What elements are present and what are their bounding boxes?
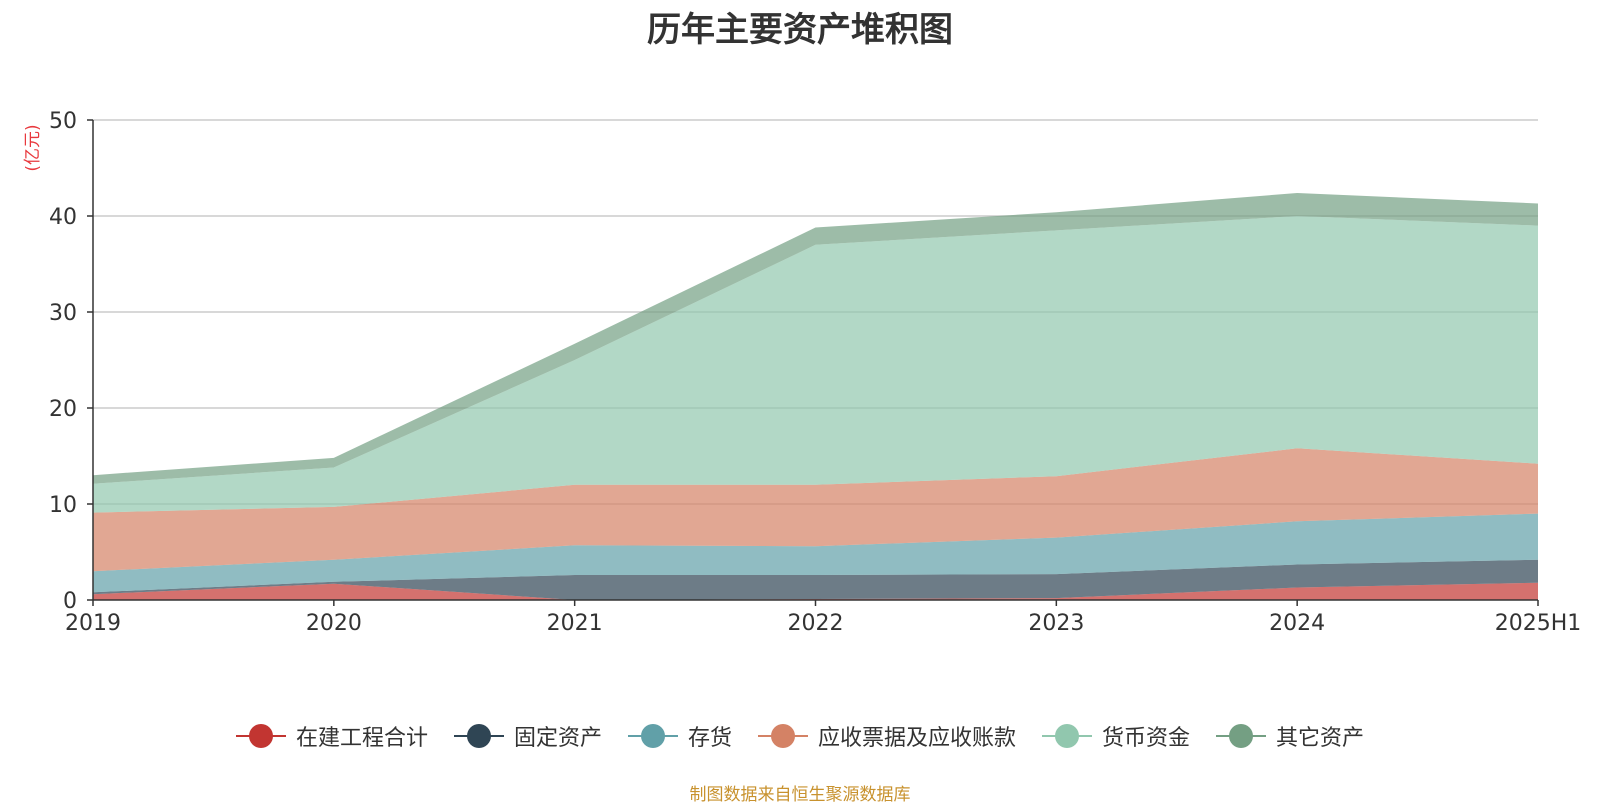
- legend-item[interactable]: 应收票据及应收账款: [758, 720, 1016, 752]
- x-tick-label: 2023: [1028, 611, 1084, 636]
- legend-marker-icon: [1042, 723, 1093, 749]
- legend-marker-icon: [235, 723, 286, 749]
- legend-marker-icon: [758, 723, 808, 749]
- area-series-4: [93, 448, 1538, 572]
- area-series-2: [93, 559, 1538, 600]
- source-note: 制图数据来自恒生聚源数据库: [689, 785, 911, 805]
- y-tick-label: 10: [49, 493, 77, 518]
- y-tick-label: 0: [63, 589, 77, 614]
- legend-label: 固定资产: [513, 726, 602, 751]
- y-axis-unit-label: (亿元): [23, 124, 43, 171]
- chart-title: 历年主要资产堆积图: [647, 10, 953, 50]
- legend-item[interactable]: 货币资金: [1042, 720, 1190, 752]
- area-series-5: [93, 216, 1538, 513]
- legend-marker-icon: [453, 723, 504, 749]
- x-tick-label: 2021: [547, 611, 603, 636]
- area-series-3: [93, 513, 1538, 593]
- legend-item[interactable]: 固定资产: [453, 720, 602, 752]
- legend: 在建工程合计 固定资产 存货 应收票据及应收账款 货币资金 其它资产: [0, 720, 1600, 752]
- legend-label: 其它资产: [1276, 726, 1365, 751]
- x-tick-label: 2019: [65, 611, 121, 636]
- y-tick-label: 50: [49, 109, 77, 134]
- x-tick-label: 2025H1: [1495, 611, 1582, 636]
- legend-label: 在建工程合计: [295, 726, 428, 751]
- y-tick-label: 40: [49, 205, 77, 230]
- legend-item[interactable]: 在建工程合计: [235, 720, 428, 752]
- x-tick-label: 2020: [306, 611, 362, 636]
- area-series-6: [93, 193, 1538, 484]
- axis-layer: 0 10 20 30 40 50 2019 2020 2021 2022 2023 2024 2025H…: [23, 109, 1581, 636]
- legend-item[interactable]: 其它资产: [1216, 720, 1364, 752]
- legend-item[interactable]: 存货: [627, 720, 732, 752]
- area-series-1: [93, 582, 1538, 600]
- legend-label: 货币资金: [1102, 726, 1191, 751]
- x-tick-label: 2024: [1269, 611, 1325, 636]
- legend-marker-icon: [1216, 723, 1267, 749]
- y-tick-label: 30: [49, 301, 77, 326]
- legend-label: 应收票据及应收账款: [818, 726, 1017, 751]
- area-layer: [93, 193, 1538, 600]
- legend-label: 存货: [687, 726, 732, 751]
- legend-marker-icon: [627, 723, 678, 749]
- y-tick-label: 20: [49, 397, 77, 422]
- x-tick-label: 2022: [788, 611, 844, 636]
